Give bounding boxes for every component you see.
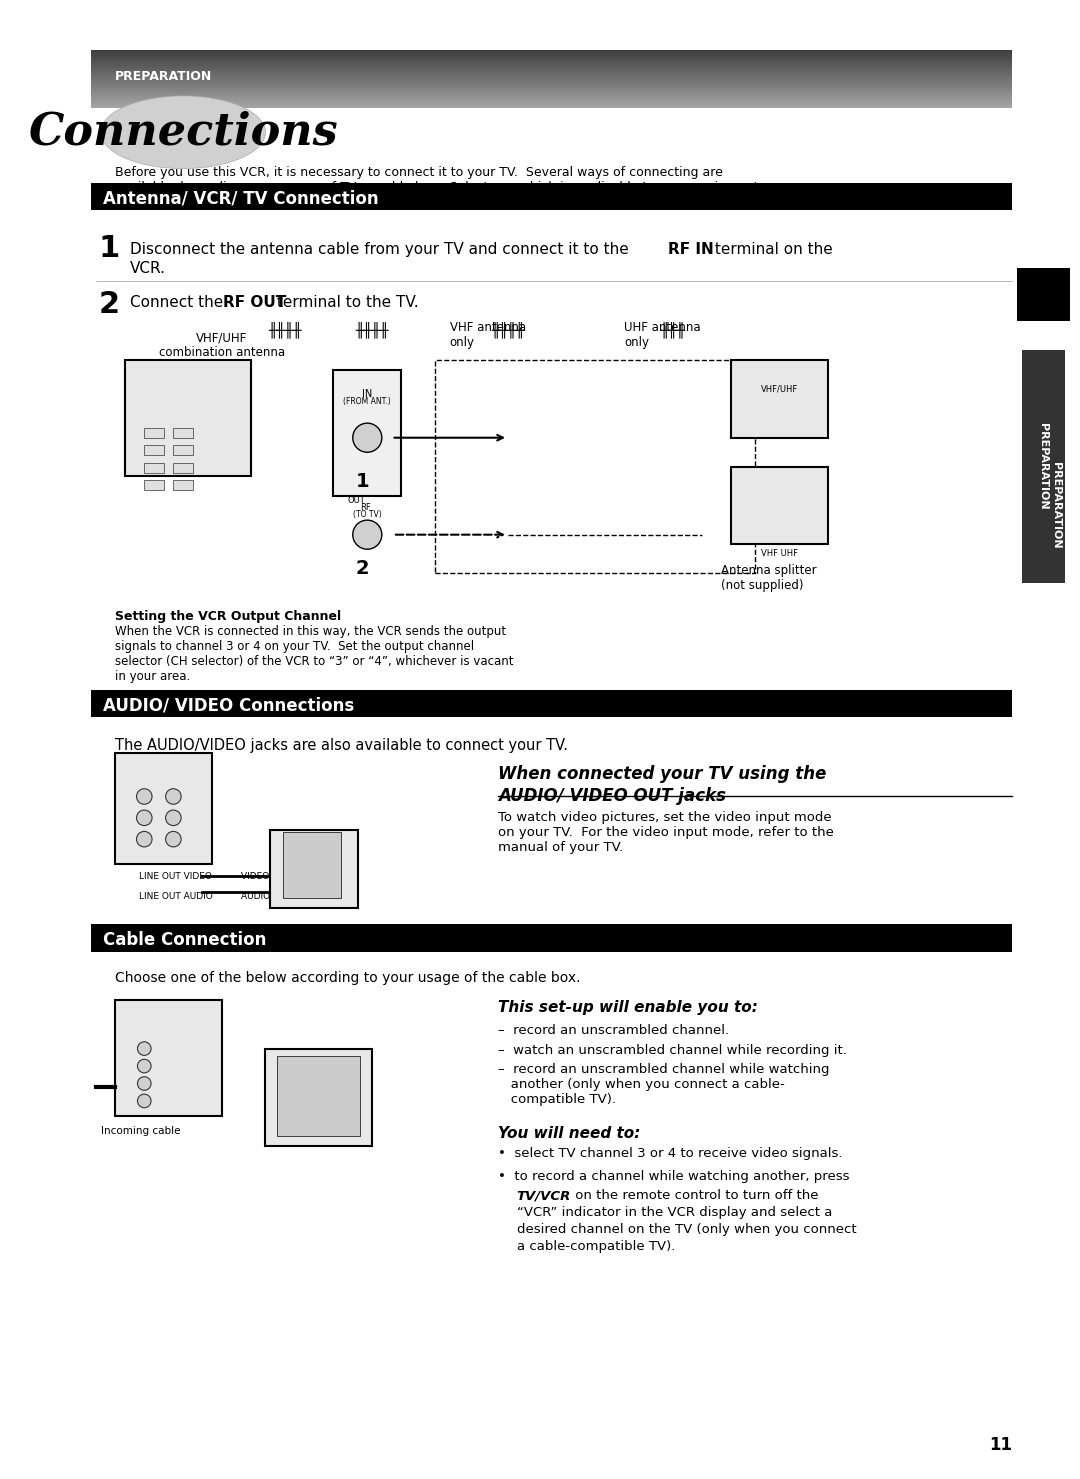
Bar xyxy=(145,463,164,473)
Text: VHF/UHF
combination antenna: VHF/UHF combination antenna xyxy=(159,331,285,359)
Text: a cable-compatible TV).: a cable-compatible TV). xyxy=(516,1239,675,1253)
Bar xyxy=(145,481,164,490)
Text: Antenna splitter
(not supplied): Antenna splitter (not supplied) xyxy=(721,563,816,592)
Bar xyxy=(145,445,164,456)
Circle shape xyxy=(353,521,382,549)
Text: 2: 2 xyxy=(355,559,369,578)
Text: –  record an unscrambled channel.: – record an unscrambled channel. xyxy=(498,1025,729,1037)
Text: –  record an unscrambled channel while watching
   another (only when you connec: – record an unscrambled channel while wa… xyxy=(498,1063,829,1106)
Bar xyxy=(145,427,164,438)
Text: OUT: OUT xyxy=(348,495,366,504)
Text: VHF antenna
only: VHF antenna only xyxy=(449,321,526,349)
Text: 11: 11 xyxy=(989,1436,1012,1454)
Text: AUDIO/ VIDEO Connections: AUDIO/ VIDEO Connections xyxy=(103,697,354,714)
Text: LINE OUT VIDEO: LINE OUT VIDEO xyxy=(139,873,213,881)
Bar xyxy=(91,924,1012,951)
Text: Before you use this VCR, it is necessary to connect it to your TV.  Several ways: Before you use this VCR, it is necessary… xyxy=(116,166,762,194)
Bar xyxy=(116,1000,221,1117)
Text: –  watch an unscrambled channel while recording it.: – watch an unscrambled channel while rec… xyxy=(498,1044,847,1056)
Bar xyxy=(116,753,212,864)
Text: VHF/UHF: VHF/UHF xyxy=(760,385,798,393)
Text: PREPARATION: PREPARATION xyxy=(1038,423,1049,510)
Text: This set-up will enable you to:: This set-up will enable you to: xyxy=(498,1000,758,1015)
Text: Antenna/ VCR/ TV Connection: Antenna/ VCR/ TV Connection xyxy=(103,189,378,207)
Text: Incoming cable: Incoming cable xyxy=(100,1126,180,1136)
Text: The AUDIO/VIDEO jacks are also available to connect your TV.: The AUDIO/VIDEO jacks are also available… xyxy=(116,738,568,753)
Bar xyxy=(174,445,192,456)
Text: on the remote control to turn off the: on the remote control to turn off the xyxy=(571,1189,819,1202)
Text: RF: RF xyxy=(361,503,372,512)
Bar xyxy=(174,427,192,438)
Text: When the VCR is connected in this way, the VCR sends the output
signals to chann: When the VCR is connected in this way, t… xyxy=(116,624,514,683)
Ellipse shape xyxy=(100,96,266,169)
Circle shape xyxy=(137,1094,151,1108)
Text: IN: IN xyxy=(362,389,373,399)
Circle shape xyxy=(137,1041,151,1056)
Bar xyxy=(91,183,1012,210)
Circle shape xyxy=(136,810,152,825)
Text: AUDIO/ VIDEO OUT jacks: AUDIO/ VIDEO OUT jacks xyxy=(498,787,726,805)
Text: terminal to the TV.: terminal to the TV. xyxy=(272,296,419,311)
Text: ╫╫╫╫: ╫╫╫╫ xyxy=(355,321,389,339)
Text: RF IN: RF IN xyxy=(667,243,714,257)
Circle shape xyxy=(137,1077,151,1090)
Circle shape xyxy=(136,831,152,847)
Bar xyxy=(731,359,828,438)
Text: terminal on the: terminal on the xyxy=(710,243,833,257)
Text: (TO TV): (TO TV) xyxy=(353,510,381,519)
Bar xyxy=(174,463,192,473)
Text: •  select TV channel 3 or 4 to receive video signals.: • select TV channel 3 or 4 to receive vi… xyxy=(498,1148,842,1161)
Text: To watch video pictures, set the video input mode
on your TV.  For the video inp: To watch video pictures, set the video i… xyxy=(498,810,834,853)
Text: ╫╫╫╫: ╫╫╫╫ xyxy=(491,321,525,339)
Text: Connections: Connections xyxy=(28,111,338,154)
Text: Disconnect the antenna cable from your TV and connect it to the: Disconnect the antenna cable from your T… xyxy=(130,243,633,257)
Text: VIDEO IN: VIDEO IN xyxy=(241,873,282,881)
Circle shape xyxy=(165,788,181,805)
Text: You will need to:: You will need to: xyxy=(498,1126,640,1142)
Bar xyxy=(1017,268,1070,321)
Text: 1: 1 xyxy=(355,472,369,491)
Text: TV/VCR: TV/VCR xyxy=(516,1189,571,1202)
Text: 2: 2 xyxy=(98,290,120,319)
Circle shape xyxy=(137,1059,151,1072)
Text: desired channel on the TV (only when you connect: desired channel on the TV (only when you… xyxy=(516,1223,856,1236)
Bar xyxy=(283,833,341,898)
Bar xyxy=(334,370,402,495)
Text: ╫╫╫╫: ╫╫╫╫ xyxy=(268,321,301,339)
Text: 1: 1 xyxy=(98,234,120,263)
Circle shape xyxy=(353,423,382,453)
Text: (FROM ANT.): (FROM ANT.) xyxy=(343,396,391,405)
Text: Cable Connection: Cable Connection xyxy=(103,930,266,950)
Text: RF OUT: RF OUT xyxy=(222,296,286,311)
Text: PREPARATION: PREPARATION xyxy=(1051,463,1061,549)
Text: VCR.: VCR. xyxy=(130,262,165,277)
Bar xyxy=(270,830,357,908)
Text: LINE OUT AUDIO: LINE OUT AUDIO xyxy=(139,892,213,901)
Text: AUDIO IN: AUDIO IN xyxy=(241,892,283,901)
Bar xyxy=(174,481,192,490)
Bar xyxy=(125,359,251,476)
Text: PREPARATION: PREPARATION xyxy=(116,71,213,83)
Bar xyxy=(278,1056,360,1136)
Bar xyxy=(435,359,755,574)
Text: ╫╫╫: ╫╫╫ xyxy=(660,321,686,339)
Text: Connect the: Connect the xyxy=(130,296,228,311)
Bar xyxy=(1022,351,1066,583)
Circle shape xyxy=(136,788,152,805)
Bar xyxy=(731,467,828,544)
Text: “VCR” indicator in the VCR display and select a: “VCR” indicator in the VCR display and s… xyxy=(516,1205,832,1219)
Bar xyxy=(91,689,1012,717)
Text: Choose one of the below according to your usage of the cable box.: Choose one of the below according to you… xyxy=(116,972,581,985)
Text: Setting the VCR Output Channel: Setting the VCR Output Channel xyxy=(116,611,341,623)
Text: UHF antenna
only: UHF antenna only xyxy=(624,321,701,349)
Text: •  to record a channel while watching another, press: • to record a channel while watching ano… xyxy=(498,1170,850,1183)
Circle shape xyxy=(165,831,181,847)
Text: VHF UHF: VHF UHF xyxy=(761,549,798,558)
Bar xyxy=(266,1049,373,1146)
Circle shape xyxy=(165,810,181,825)
Text: When connected your TV using the: When connected your TV using the xyxy=(498,766,826,784)
